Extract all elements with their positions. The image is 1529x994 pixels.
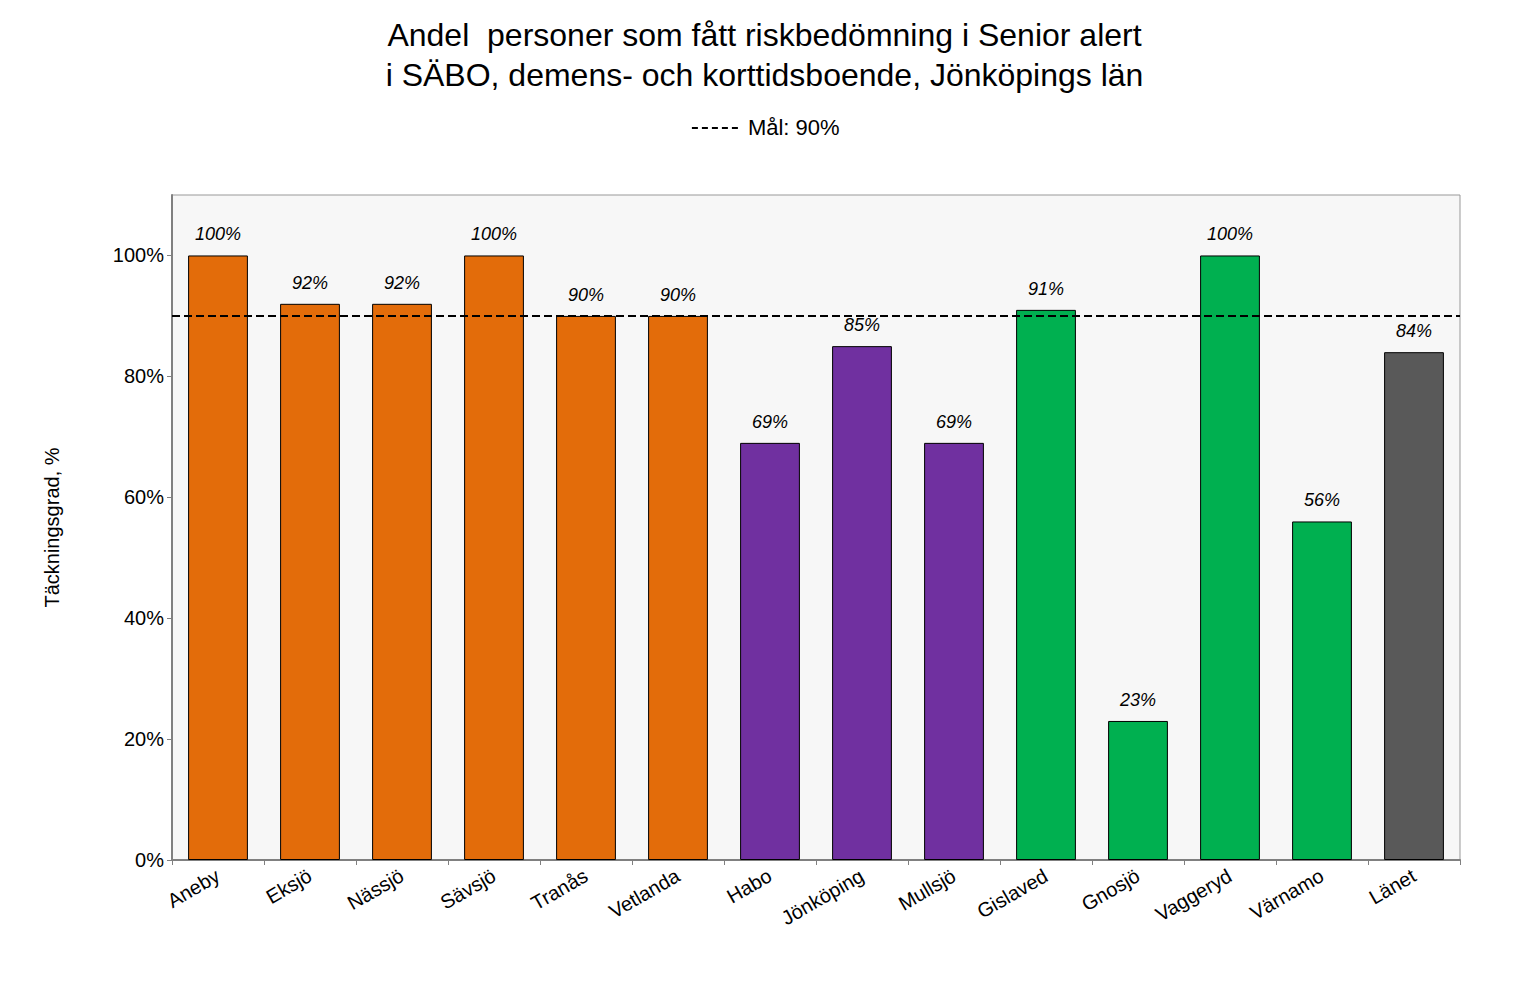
svg-text:Värnamo: Värnamo (1246, 864, 1327, 924)
svg-text:69%: 69% (936, 412, 972, 432)
svg-text:Sävsjö: Sävsjö (437, 864, 500, 913)
svg-text:60%: 60% (124, 486, 164, 508)
svg-text:56%: 56% (1304, 490, 1340, 510)
svg-text:Mullsjö: Mullsjö (895, 864, 960, 914)
svg-text:Mål: 90%: Mål: 90% (748, 115, 840, 140)
svg-text:Nässjö: Nässjö (344, 864, 408, 914)
svg-text:91%: 91% (1028, 279, 1064, 299)
svg-text:Gnosjö: Gnosjö (1078, 864, 1144, 915)
svg-text:Tranås: Tranås (527, 864, 591, 914)
svg-text:69%: 69% (752, 412, 788, 432)
svg-text:20%: 20% (124, 728, 164, 750)
svg-text:23%: 23% (1119, 690, 1156, 710)
svg-text:100%: 100% (471, 224, 517, 244)
svg-text:92%: 92% (292, 273, 328, 293)
svg-text:0%: 0% (135, 849, 164, 871)
svg-text:100%: 100% (1207, 224, 1253, 244)
svg-text:Täckningsgrad, %: Täckningsgrad, % (41, 447, 63, 607)
svg-text:92%: 92% (384, 273, 420, 293)
svg-text:Jönköping: Jönköping (778, 864, 868, 929)
svg-text:100%: 100% (113, 244, 164, 266)
svg-text:84%: 84% (1396, 321, 1432, 341)
svg-text:100%: 100% (195, 224, 241, 244)
svg-text:Andel personer som fått riskb: Andel personer som fått riskbedömning i … (387, 17, 1141, 53)
svg-text:40%: 40% (124, 607, 164, 629)
svg-text:80%: 80% (124, 365, 164, 387)
svg-text:Gislaved: Gislaved (973, 864, 1051, 922)
svg-text:Habo: Habo (723, 864, 775, 907)
svg-text:i SÄBO, demens- och korttidsbo: i SÄBO, demens- och korttidsboende, Jönk… (386, 57, 1144, 93)
svg-text:Aneby: Aneby (163, 864, 223, 911)
svg-text:90%: 90% (568, 285, 604, 305)
svg-text:90%: 90% (660, 285, 696, 305)
svg-text:Eksjö: Eksjö (262, 864, 315, 907)
svg-text:85%: 85% (844, 315, 880, 335)
svg-text:Vaggeryd: Vaggeryd (1152, 864, 1236, 925)
svg-text:Vetlanda: Vetlanda (605, 864, 684, 922)
svg-text:Länet: Länet (1365, 864, 1420, 908)
